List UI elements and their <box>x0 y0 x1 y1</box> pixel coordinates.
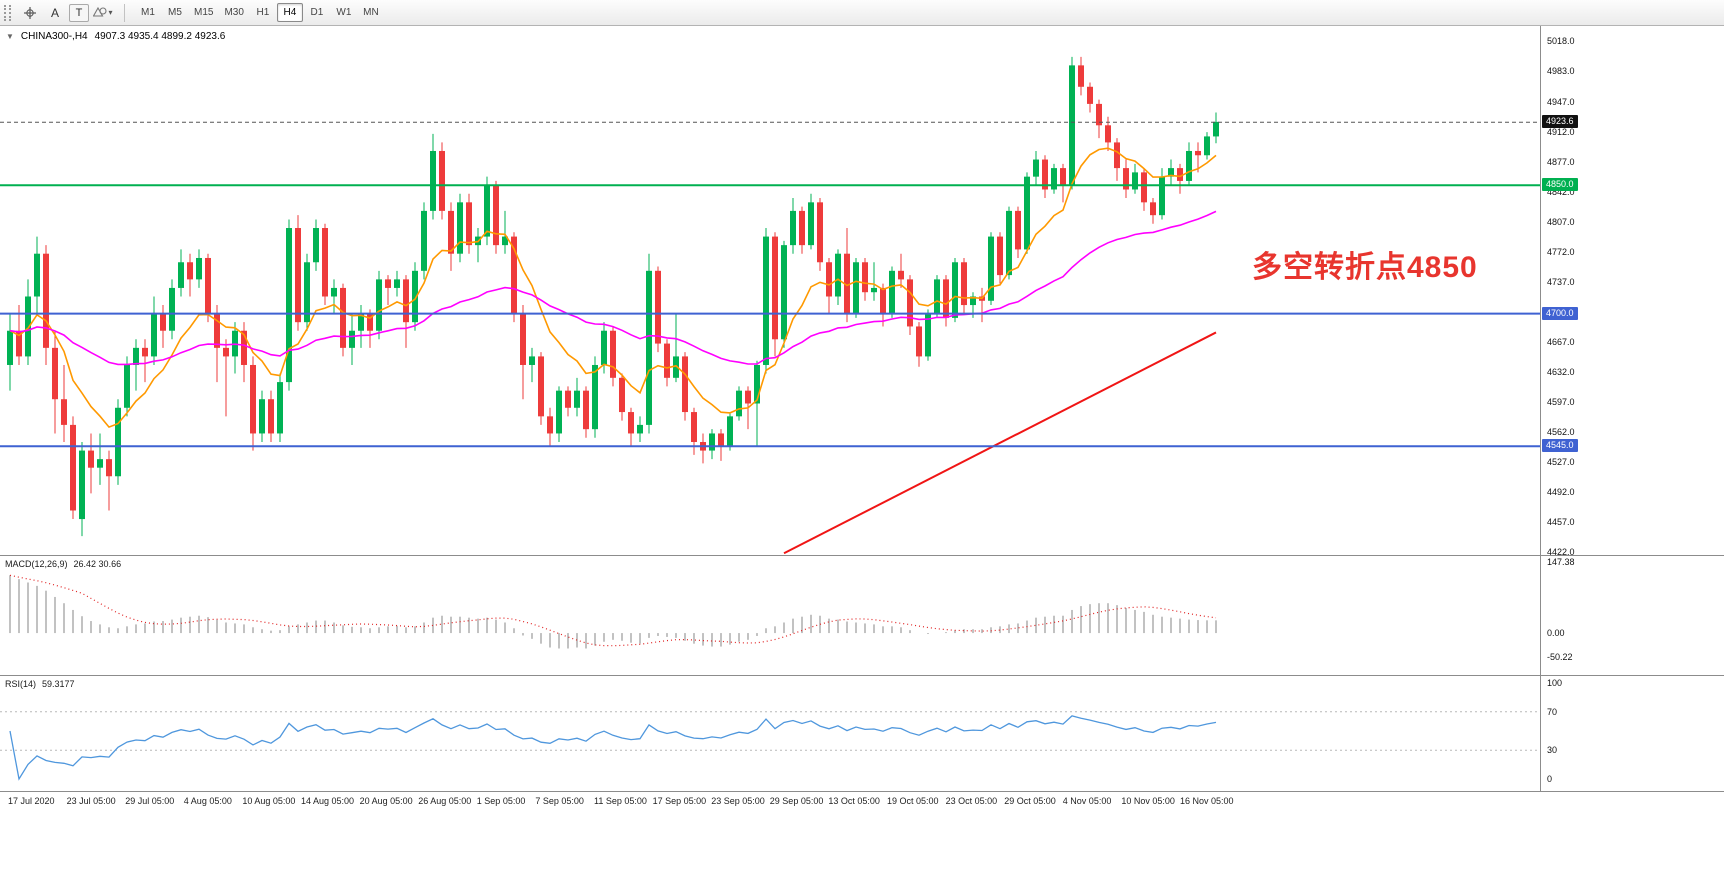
time-axis-label: 1 Sep 05:00 <box>476 796 526 806</box>
price-axis-label: 5018.0 <box>1547 36 1575 47</box>
price-axis-label: 4737.0 <box>1547 276 1575 287</box>
price-axis-label: 4772.0 <box>1547 246 1575 257</box>
price-level-tag: 4850.0 <box>1542 178 1578 192</box>
timeframe-button-w1[interactable]: W1 <box>331 3 357 22</box>
time-axis-label: 23 Oct 05:00 <box>945 796 998 806</box>
price-axis[interactable]: 5018.0 4983.0 4947.0 4912.0 4877.0 4842.0 4807… <box>1540 26 1724 557</box>
time-axis-label: 16 Nov 05:00 <box>1180 796 1234 806</box>
price-axis-label: 4667.0 <box>1547 336 1575 347</box>
timeframe-button-m1[interactable]: M1 <box>135 3 161 22</box>
chart-annotation-text: 多空转折点4850 <box>1252 251 1478 284</box>
time-axis-label: 19 Oct 05:00 <box>887 796 939 806</box>
time-axis-label: 7 Sep 05:00 <box>535 796 584 806</box>
price-axis-label: 4947.0 <box>1547 97 1575 108</box>
timeframe-button-m15[interactable]: M15 <box>189 3 218 22</box>
timeframe-button-h1[interactable]: H1 <box>250 3 276 22</box>
timeframe-buttons: M1 M5 M15 M30 H1 H4 D1 W1 MN <box>135 3 384 22</box>
price-level-tag: 4545.0 <box>1542 439 1578 453</box>
time-axis-label: 4 Nov 05:00 <box>1062 796 1112 806</box>
timeframe-button-mn[interactable]: MN <box>358 3 384 22</box>
rsi-axis-label: 70 <box>1547 706 1558 717</box>
macd-panel: MACD(12,26,9) 26.42 30.66 147.38 0.00 -50.… <box>0 556 1724 676</box>
macd-values: 26.42 30.66 <box>73 559 122 569</box>
price-level-tag: 4700.0 <box>1542 306 1578 320</box>
time-axis-label: 26 Aug 05:00 <box>418 796 472 806</box>
time-axis-label: 23 Sep 05:00 <box>711 796 765 806</box>
time-axis-label: 10 Aug 05:00 <box>242 796 296 806</box>
timeframe-button-m30[interactable]: M30 <box>219 3 248 22</box>
crosshair-tool-button[interactable] <box>19 3 41 23</box>
price-axis-label: 4562.0 <box>1547 426 1575 437</box>
rsi-value: 59.3177 <box>42 679 75 689</box>
timeframe-button-m5[interactable]: M5 <box>162 3 188 22</box>
timeframe-button-d1[interactable]: D1 <box>304 3 330 22</box>
time-axis-label: 17 Jul 2020 <box>8 796 55 806</box>
price-axis-label: 4527.0 <box>1547 456 1575 467</box>
text-label-tool-button[interactable]: T <box>69 3 89 22</box>
rsi-axis-label: 0 <box>1547 774 1553 784</box>
price-axis-label: 4457.0 <box>1547 516 1575 527</box>
rsi-axis[interactable]: 100 70 30 0 <box>1540 676 1724 791</box>
price-axis-label: 4877.0 <box>1547 157 1575 168</box>
macd-axis-label: 147.38 <box>1547 557 1575 568</box>
time-axis-label: 29 Oct 05:00 <box>1004 796 1056 806</box>
price-level-tag: 4923.6 <box>1542 115 1578 129</box>
toolbar-grip[interactable] <box>4 4 11 21</box>
rsi-label: RSI(14) 59.3177 <box>5 679 75 689</box>
price-axis-label: 4807.0 <box>1547 217 1575 228</box>
price-axis-label: 4983.0 <box>1547 66 1575 77</box>
price-axis-label: 4422.0 <box>1547 546 1575 557</box>
time-axis-label: 14 Aug 05:00 <box>301 796 355 806</box>
price-axis-label: 4912.0 <box>1547 127 1575 138</box>
time-axis[interactable]: 17 Jul 2020 23 Jul 05:00 29 Jul 05:00 4 Aug… <box>0 792 1724 812</box>
bottom-margin <box>0 812 1724 894</box>
main-chart-panel: ▼ CHINA300-,H4 4907.3 4935.4 4899.2 4923… <box>0 26 1724 557</box>
time-axis-label: 17 Sep 05:00 <box>652 796 707 806</box>
chart-title: ▼ CHINA300-,H4 4907.3 4935.4 4899.2 4923… <box>6 31 225 42</box>
time-axis-label: 4 Aug 05:00 <box>183 796 232 806</box>
shapes-icon <box>93 6 108 17</box>
time-axis-label: 13 Oct 05:00 <box>828 796 880 806</box>
text-tool-button[interactable]: A <box>44 3 66 23</box>
price-axis-label: 4632.0 <box>1547 366 1575 377</box>
price-chart-plot[interactable] <box>0 26 1540 555</box>
time-axis-label: 20 Aug 05:00 <box>359 796 413 806</box>
toolbar-separator <box>124 3 125 22</box>
price-axis-label: 4492.0 <box>1547 486 1575 497</box>
rsi-axis-label: 30 <box>1547 745 1558 756</box>
shapes-tool-dropdown[interactable]: ▾ <box>92 3 114 23</box>
price-axis-label: 4597.0 <box>1547 396 1575 407</box>
ohlc-values: 4907.3 4935.4 4899.2 4923.6 <box>94 31 226 42</box>
timeframe-button-h4[interactable]: H4 <box>276 3 303 22</box>
time-axis-label: 29 Jul 05:00 <box>125 796 175 806</box>
macd-axis[interactable]: 147.38 0.00 -50.22 <box>1540 556 1724 675</box>
rsi-panel: RSI(14) 59.3177 100 70 30 0 <box>0 676 1724 792</box>
time-axis-label: 23 Jul 05:00 <box>66 796 116 806</box>
price-axis-label: 4842.0 <box>1547 187 1575 198</box>
rsi-axis-label: 100 <box>1547 678 1563 688</box>
collapse-chart-icon[interactable]: ▼ <box>6 32 14 41</box>
caret-down-icon: ▾ <box>108 7 113 17</box>
time-axis-label: 11 Sep 05:00 <box>594 796 647 806</box>
macd-plot[interactable] <box>0 556 1540 675</box>
time-axis-label: 29 Sep 05:00 <box>769 796 824 806</box>
toolbar: A T ▾ M1 M5 M15 M30 H1 H4 D1 W1 MN <box>0 0 1724 26</box>
macd-label: MACD(12,26,9) 26.42 30.66 <box>5 559 122 569</box>
rsi-plot[interactable] <box>0 676 1540 791</box>
crosshair-icon <box>24 6 36 19</box>
time-axis-label: 10 Nov 05:00 <box>1121 796 1175 806</box>
macd-axis-label: -50.22 <box>1547 652 1573 663</box>
macd-axis-label: 0.00 <box>1547 628 1565 639</box>
symbol-period-label: CHINA300-,H4 <box>20 31 88 42</box>
